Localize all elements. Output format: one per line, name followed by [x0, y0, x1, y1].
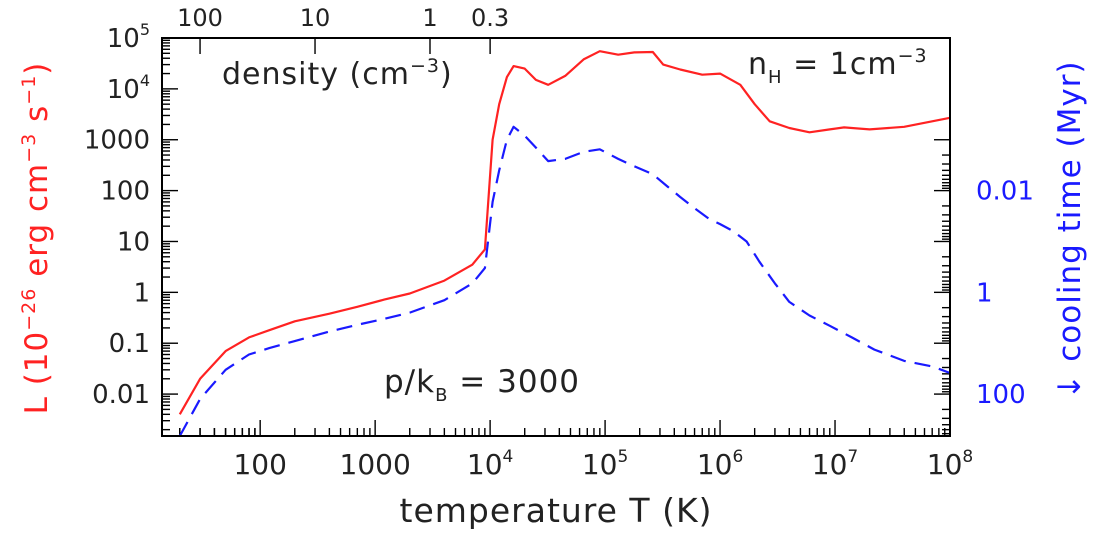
plot-frame — [161, 37, 951, 437]
y-tick-label-left: 0.01 — [92, 380, 150, 410]
y-tick-label-left: 100 — [100, 177, 150, 207]
top-tick-label: 1 — [422, 4, 437, 32]
x-tick-label: 104 — [467, 447, 513, 481]
top-tick-label: 100 — [177, 4, 223, 32]
x-tick-label: 1000 — [340, 448, 411, 481]
curves — [178, 50, 951, 437]
x-tick-label: 108 — [927, 447, 973, 481]
x-tick-label: 106 — [697, 447, 743, 481]
y-tick-label-right: 1 — [976, 278, 993, 308]
x-tick-label: 100 — [233, 448, 286, 481]
nh-annotation: nH = 1cm−3 — [748, 45, 928, 88]
top-tick-label: 0.3 — [471, 4, 509, 32]
y-tick-label-right: 0.01 — [976, 177, 1034, 207]
axis-ticks — [162, 37, 951, 436]
luminosity-curve — [178, 50, 951, 415]
density-label: density (cm−3) — [222, 55, 453, 92]
x-axis-label: temperature T (K) — [400, 491, 713, 530]
x-tick-label: 105 — [582, 447, 628, 481]
top-tick-label: 10 — [300, 4, 331, 32]
right-y-axis-label: ↓ cooling time (Myr) — [1052, 60, 1088, 399]
x-tick-label: 107 — [812, 447, 858, 481]
y-tick-label-left: 0.1 — [109, 329, 150, 359]
y-tick-label-left: 104 — [107, 71, 150, 105]
cooling-time-curve — [178, 125, 951, 437]
left-y-axis-label: L (10−26 erg cm−3 s−1) — [18, 62, 55, 415]
y-tick-label-left: 1 — [133, 278, 150, 308]
y-tick-label-left: 1000 — [84, 126, 150, 156]
y-tick-label-right: 100 — [976, 380, 1026, 410]
y-tick-label-left: 10 — [117, 227, 150, 257]
pressure-annotation: p/kB = 3000 — [384, 364, 580, 406]
y-tick-label-left: 105 — [107, 20, 150, 54]
